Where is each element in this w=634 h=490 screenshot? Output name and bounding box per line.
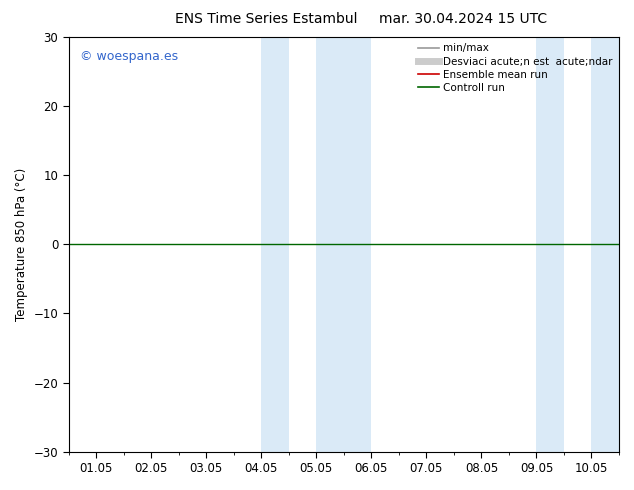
Text: ENS Time Series Estambul: ENS Time Series Estambul: [175, 12, 358, 26]
Legend: min/max, Desviaci acute;n est  acute;ndar, Ensemble mean run, Controll run: min/max, Desviaci acute;n est acute;ndar…: [414, 39, 617, 97]
Bar: [316, 37, 372, 452]
Text: mar. 30.04.2024 15 UTC: mar. 30.04.2024 15 UTC: [378, 12, 547, 26]
Text: © woespana.es: © woespana.es: [80, 49, 178, 63]
Bar: [261, 37, 289, 452]
Bar: [592, 37, 619, 452]
Y-axis label: Temperature 850 hPa (°C): Temperature 850 hPa (°C): [15, 168, 28, 321]
Bar: [536, 37, 564, 452]
